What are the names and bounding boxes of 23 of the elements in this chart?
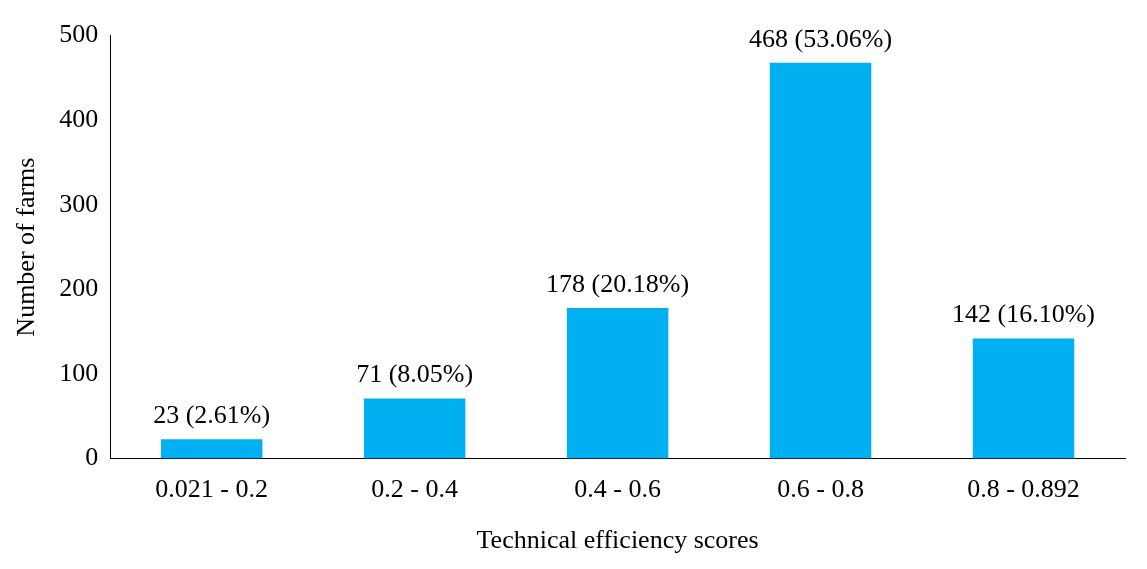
y-tick-label: 300	[59, 188, 99, 218]
y-axis-title: Number of farms	[11, 157, 41, 337]
x-tick-label: 0.021 - 0.2	[155, 474, 269, 504]
y-tick-label: 500	[59, 19, 99, 49]
data-label: 468 (53.06%)	[749, 23, 893, 53]
x-tick-label: 0.2 - 0.4	[371, 474, 458, 504]
bar	[160, 439, 263, 459]
y-tick-label: 200	[59, 273, 99, 303]
bar	[769, 62, 872, 459]
y-tick-label: 0	[85, 442, 99, 472]
x-axis-title: Technical efficiency scores	[476, 525, 759, 555]
bar	[972, 338, 1075, 459]
data-label: 142 (16.10%)	[952, 299, 1096, 329]
x-tick-label: 0.8 - 0.892	[967, 474, 1080, 504]
x-tick-label: 0.6 - 0.8	[777, 474, 864, 504]
x-tick-label: 0.4 - 0.6	[574, 474, 661, 504]
data-label: 23 (2.61%)	[153, 399, 271, 429]
data-label: 71 (8.05%)	[356, 359, 474, 389]
data-label: 178 (20.18%)	[546, 268, 690, 298]
y-tick-label: 100	[59, 357, 99, 387]
bar	[566, 308, 669, 459]
bar	[363, 398, 466, 459]
y-tick-label: 400	[59, 104, 99, 134]
